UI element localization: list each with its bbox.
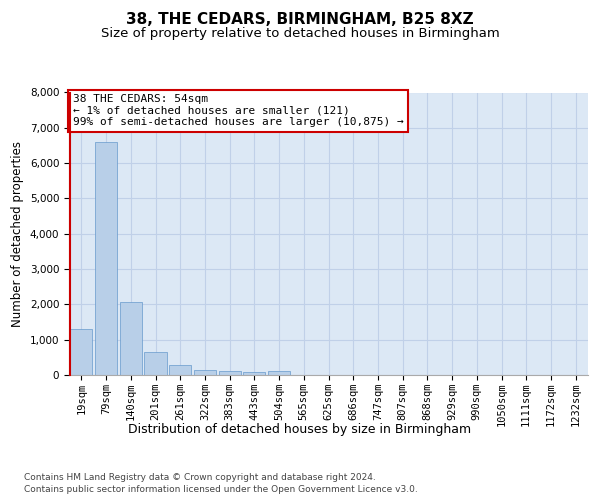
Bar <box>169 365 191 375</box>
Text: Contains public sector information licensed under the Open Government Licence v3: Contains public sector information licen… <box>24 485 418 494</box>
Text: Contains HM Land Registry data © Crown copyright and database right 2024.: Contains HM Land Registry data © Crown c… <box>24 472 376 482</box>
Text: Size of property relative to detached houses in Birmingham: Size of property relative to detached ho… <box>101 28 499 40</box>
Text: Distribution of detached houses by size in Birmingham: Distribution of detached houses by size … <box>128 422 472 436</box>
Text: 38, THE CEDARS, BIRMINGHAM, B25 8XZ: 38, THE CEDARS, BIRMINGHAM, B25 8XZ <box>126 12 474 28</box>
Bar <box>194 370 216 375</box>
Bar <box>119 302 142 375</box>
Bar <box>243 372 265 375</box>
Bar <box>268 372 290 375</box>
Bar <box>145 352 167 375</box>
Bar <box>70 329 92 375</box>
Y-axis label: Number of detached properties: Number of detached properties <box>11 141 24 327</box>
Bar <box>218 372 241 375</box>
Text: 38 THE CEDARS: 54sqm
← 1% of detached houses are smaller (121)
99% of semi-detac: 38 THE CEDARS: 54sqm ← 1% of detached ho… <box>73 94 403 128</box>
Bar <box>95 142 117 375</box>
